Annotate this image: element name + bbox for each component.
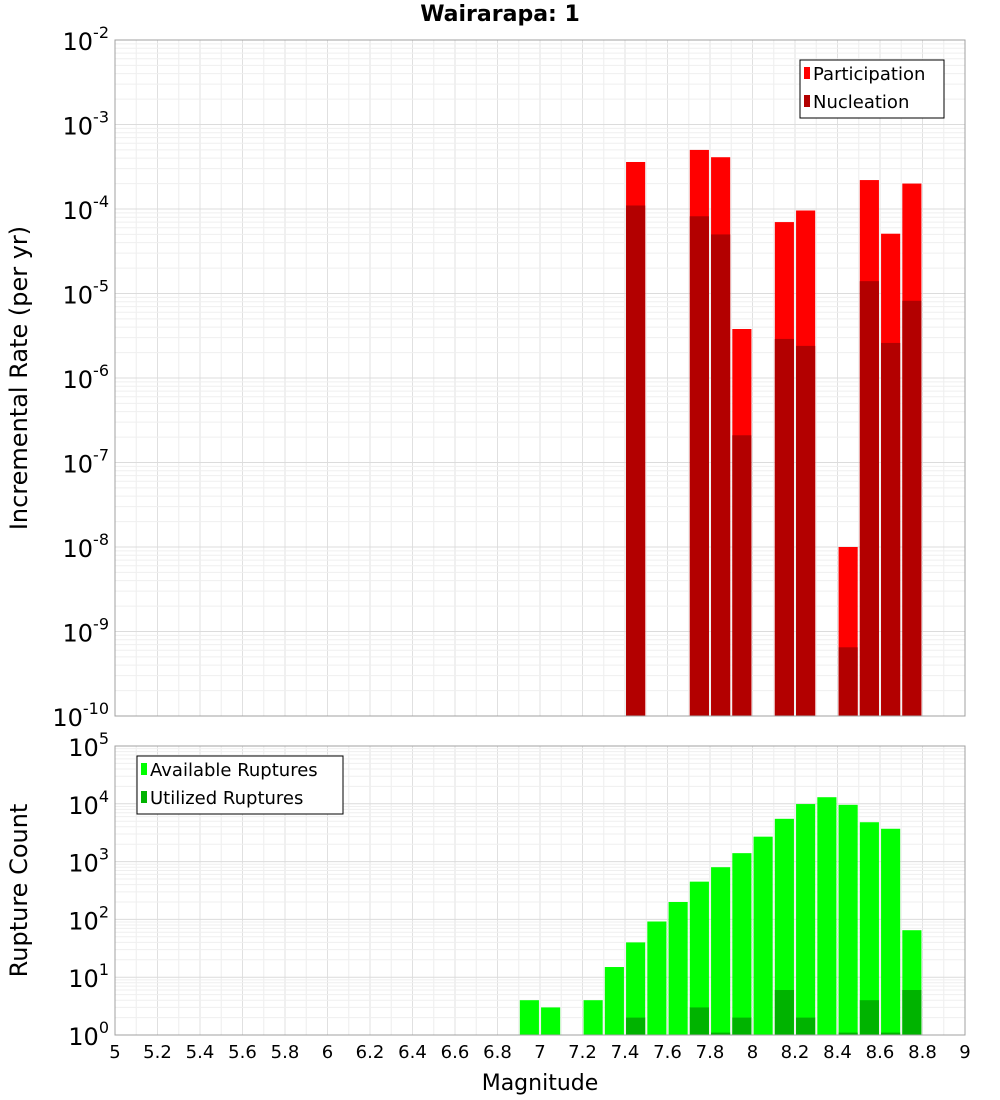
bar-utilized-ruptures xyxy=(881,1032,901,1035)
bar-available-ruptures xyxy=(583,1000,603,1035)
bar-available-ruptures xyxy=(711,867,731,1035)
y-axis-label-count: Rupture Count xyxy=(5,804,33,978)
legend-label: Utilized Ruptures xyxy=(150,788,303,809)
x-tick-label: 5.6 xyxy=(228,1042,257,1063)
bar-utilized-ruptures xyxy=(626,1017,646,1035)
x-tick-label: 5.2 xyxy=(143,1042,172,1063)
legend-label: Available Ruptures xyxy=(150,760,318,781)
x-tick-label: 8.8 xyxy=(908,1042,937,1063)
bar-available-ruptures xyxy=(753,836,773,1035)
x-tick-label: 6.4 xyxy=(398,1042,427,1063)
x-tick-label: 8 xyxy=(747,1042,758,1063)
bar-available-ruptures xyxy=(859,822,879,1035)
chart-title: Wairarapa: 1 xyxy=(420,2,580,27)
bar-nucleation xyxy=(859,281,879,716)
y-tick-label: 10-4 xyxy=(63,192,110,225)
x-tick-label: 5.8 xyxy=(271,1042,300,1063)
bar-available-ruptures xyxy=(519,1000,539,1035)
y-tick-label: 105 xyxy=(68,729,109,762)
bar-nucleation xyxy=(838,647,858,716)
bar-nucleation xyxy=(732,435,752,716)
x-tick-label: 5 xyxy=(109,1042,120,1063)
bar-available-ruptures xyxy=(774,818,794,1035)
y-tick-label: 103 xyxy=(68,845,109,878)
plot-frame-count xyxy=(114,745,966,1036)
legend-box-count xyxy=(136,755,344,815)
y-tick-label: 10-2 xyxy=(63,23,110,56)
x-tick-label: 9 xyxy=(959,1042,970,1063)
legend-label: Participation xyxy=(813,64,925,85)
x-tick-label: 6.6 xyxy=(441,1042,470,1063)
plot-frame-rate xyxy=(114,39,966,717)
y-tick-label: 102 xyxy=(68,902,109,935)
bar-utilized-ruptures xyxy=(902,990,922,1035)
x-tick-label: 6 xyxy=(322,1042,333,1063)
bar-available-ruptures xyxy=(796,804,816,1035)
y-tick-label: 10-6 xyxy=(63,361,110,394)
legend-swatch xyxy=(141,763,147,775)
x-tick-label: 6.8 xyxy=(483,1042,512,1063)
bar-utilized-ruptures xyxy=(796,1017,816,1035)
y-tick-label: 104 xyxy=(68,787,109,820)
bar-available-ruptures xyxy=(668,902,688,1035)
bar-utilized-ruptures xyxy=(732,1017,752,1035)
bar-available-ruptures xyxy=(541,1007,561,1035)
bar-available-ruptures xyxy=(881,828,901,1035)
bar-utilized-ruptures xyxy=(774,990,794,1035)
bar-nucleation xyxy=(774,338,794,716)
bar-available-ruptures xyxy=(626,942,646,1035)
bar-available-ruptures xyxy=(647,921,667,1035)
x-tick-label: 8.2 xyxy=(781,1042,810,1063)
legend-label: Nucleation xyxy=(813,92,909,113)
y-tick-label: 10-3 xyxy=(63,108,110,141)
bar-available-ruptures xyxy=(838,804,858,1035)
bar-available-ruptures xyxy=(732,853,752,1035)
y-tick-label: 10-10 xyxy=(52,699,109,732)
bar-utilized-ruptures xyxy=(689,1007,709,1035)
x-axis-label: Magnitude xyxy=(482,1071,599,1096)
bar-nucleation xyxy=(796,345,816,716)
y-tick-label: 10-7 xyxy=(63,446,110,479)
y-tick-label: 10-9 xyxy=(63,615,110,648)
y-tick-label: 101 xyxy=(68,960,109,993)
bar-utilized-ruptures xyxy=(859,1000,879,1035)
bar-nucleation xyxy=(902,300,922,716)
y-tick-label: 10-8 xyxy=(63,530,110,563)
y-tick-label: 100 xyxy=(68,1018,109,1051)
bar-nucleation xyxy=(626,205,646,716)
legend-swatch xyxy=(804,95,810,107)
bar-available-ruptures xyxy=(604,967,624,1035)
bar-utilized-ruptures xyxy=(711,1032,731,1035)
bar-utilized-ruptures xyxy=(838,1032,858,1035)
legend-box-rate xyxy=(799,59,945,119)
bar-available-ruptures xyxy=(817,797,837,1035)
legend-swatch xyxy=(141,791,147,803)
x-tick-label: 7.6 xyxy=(653,1042,682,1063)
bar-available-ruptures xyxy=(689,881,709,1035)
x-tick-label: 7.2 xyxy=(568,1042,597,1063)
x-tick-label: 5.4 xyxy=(186,1042,215,1063)
y-axis-label-rate: Incremental Rate (per yr) xyxy=(5,226,33,530)
y-tick-label: 10-5 xyxy=(63,277,110,310)
bar-nucleation xyxy=(689,216,709,717)
x-tick-label: 8.6 xyxy=(866,1042,895,1063)
bar-nucleation xyxy=(711,234,731,717)
x-tick-label: 7.4 xyxy=(611,1042,640,1063)
bar-nucleation xyxy=(881,342,901,716)
legend-swatch xyxy=(804,67,810,79)
x-tick-label: 8.4 xyxy=(823,1042,852,1063)
x-tick-label: 6.2 xyxy=(356,1042,385,1063)
x-tick-label: 7 xyxy=(534,1042,545,1063)
x-tick-label: 7.8 xyxy=(696,1042,725,1063)
